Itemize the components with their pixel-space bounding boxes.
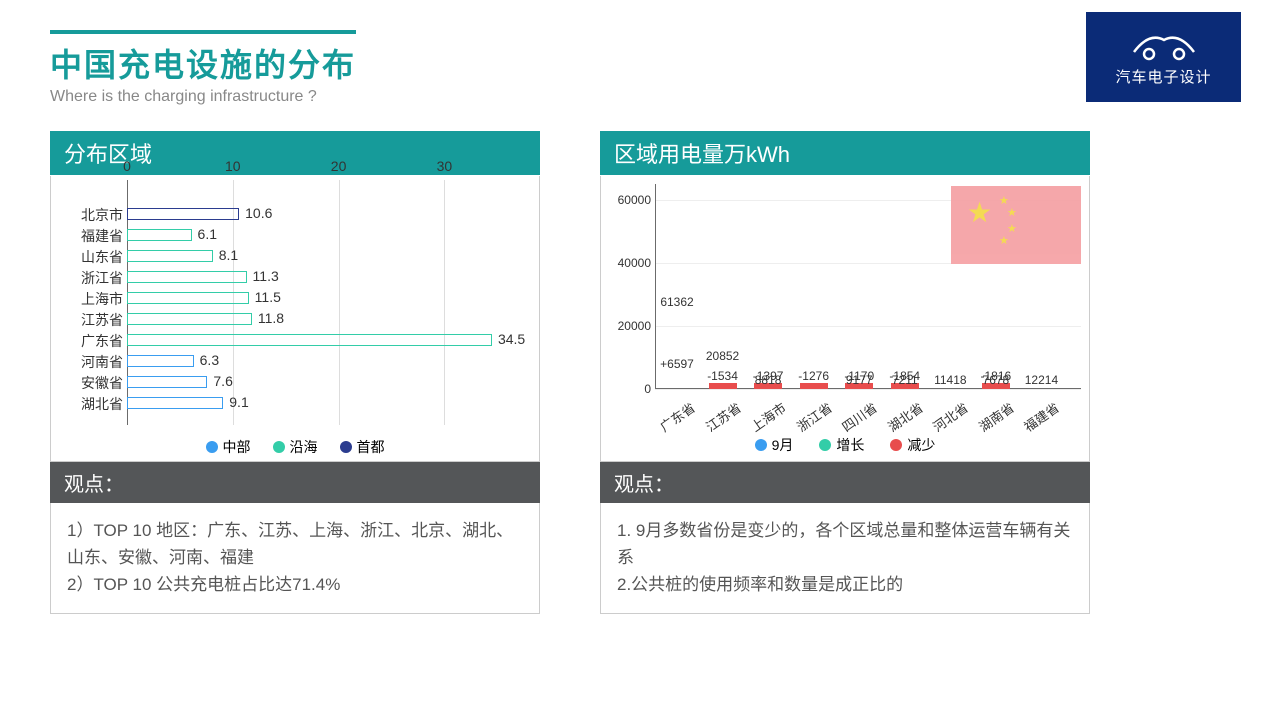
vbar-xlabel: 浙江省 [788,394,840,438]
hbar-bar [127,355,194,367]
distribution-bar-chart: 0102030北京市10.6福建省6.1山东省8.1浙江省11.3上海市11.5… [51,176,539,461]
legend-item: 中部 [206,437,251,457]
hbar-label: 上海市 [55,289,123,309]
right-panel: 区域用电量万kWh 0200004000060000★★★★+659761362… [600,131,1090,614]
opinion-line: 2）TOP 10 公共充电桩占比达71.4% [67,571,523,598]
title-en: Where is the charging infrastructure ? [50,88,356,106]
hbar-bar [127,229,192,241]
car-icon [1129,28,1199,62]
logo-text: 汽车电子设计 [1115,66,1211,87]
hbar-bar [127,208,239,220]
vbar-xlabel: 江苏省 [697,394,749,438]
hbar-label: 安徽省 [55,373,123,393]
left-opinion-body: 1）TOP 10 地区：广东、江苏、上海、浙江、北京、湖北、山东、安徽、河南、福… [50,503,540,614]
hbar-label: 浙江省 [55,268,123,288]
title-block: 中国充电设施的分布 Where is the charging infrastr… [50,30,356,106]
hbar-value: 11.3 [253,268,279,284]
vbar-xlabel: 湖南省 [970,394,1022,438]
right-opinion-body: 1. 9月多数省份是变少的，各个区域总量和整体运营车辆有关系2.公共桩的使用频率… [600,503,1090,614]
hbar-value: 6.3 [200,352,219,368]
legend-item: 首都 [340,437,385,457]
legend-item: 沿海 [273,437,318,457]
hbar-value: 11.5 [255,289,281,305]
hbar-label: 山东省 [55,247,123,267]
usage-bar-chart: 0200004000060000★★★★+659761362广东省-153420… [601,176,1089,461]
hbar-bar [127,397,223,409]
hbar-label: 湖北省 [55,394,123,414]
hbar-value: 11.8 [258,310,284,326]
hbar-label: 河南省 [55,352,123,372]
hbar-bar [127,250,213,262]
vbar-xlabel: 福建省 [1016,394,1068,438]
legend-item: 减少 [890,435,935,455]
title-cn: 中国充电设施的分布 [50,40,356,86]
right-opinion-header: 观点： [600,462,1090,503]
hbar-bar [127,292,249,304]
hbar-label: 北京市 [55,205,123,225]
vbar-xlabel: 河北省 [924,394,976,438]
hbar-bar [127,334,492,346]
left-panel: 分布区域 0102030北京市10.6福建省6.1山东省8.1浙江省11.3上海… [50,131,540,614]
hbar-value: 7.6 [213,373,232,389]
legend-item: 9月 [755,435,794,455]
right-header: 区域用电量万kWh [600,131,1090,176]
opinion-line: 1. 9月多数省份是变少的，各个区域总量和整体运营车辆有关系 [617,517,1073,571]
opinion-line: 2.公共桩的使用频率和数量是成正比的 [617,571,1073,598]
vbar-xlabel: 湖北省 [879,394,931,438]
vbar-xlabel: 广东省 [651,394,703,438]
hbar-value: 10.6 [245,205,272,221]
hbar-value: 6.1 [198,226,217,242]
hbar-value: 34.5 [498,331,525,347]
hbar-label: 福建省 [55,226,123,246]
hbar-bar [127,271,247,283]
opinion-line: 1）TOP 10 地区：广东、江苏、上海、浙江、北京、湖北、山东、安徽、河南、福… [67,517,523,571]
vbar-xlabel: 四川省 [833,394,885,438]
vbar-xlabel: 上海市 [742,394,794,438]
hbar-value: 9.1 [229,394,248,410]
hbar-bar [127,376,207,388]
hbar-label: 广东省 [55,331,123,351]
legend-item: 增长 [819,435,864,455]
left-opinion-header: 观点： [50,462,540,503]
china-flag: ★★★★ [951,186,1081,264]
brand-logo: 汽车电子设计 [1086,12,1241,102]
hbar-value: 8.1 [219,247,238,263]
hbar-label: 江苏省 [55,310,123,330]
hbar-bar [127,313,252,325]
